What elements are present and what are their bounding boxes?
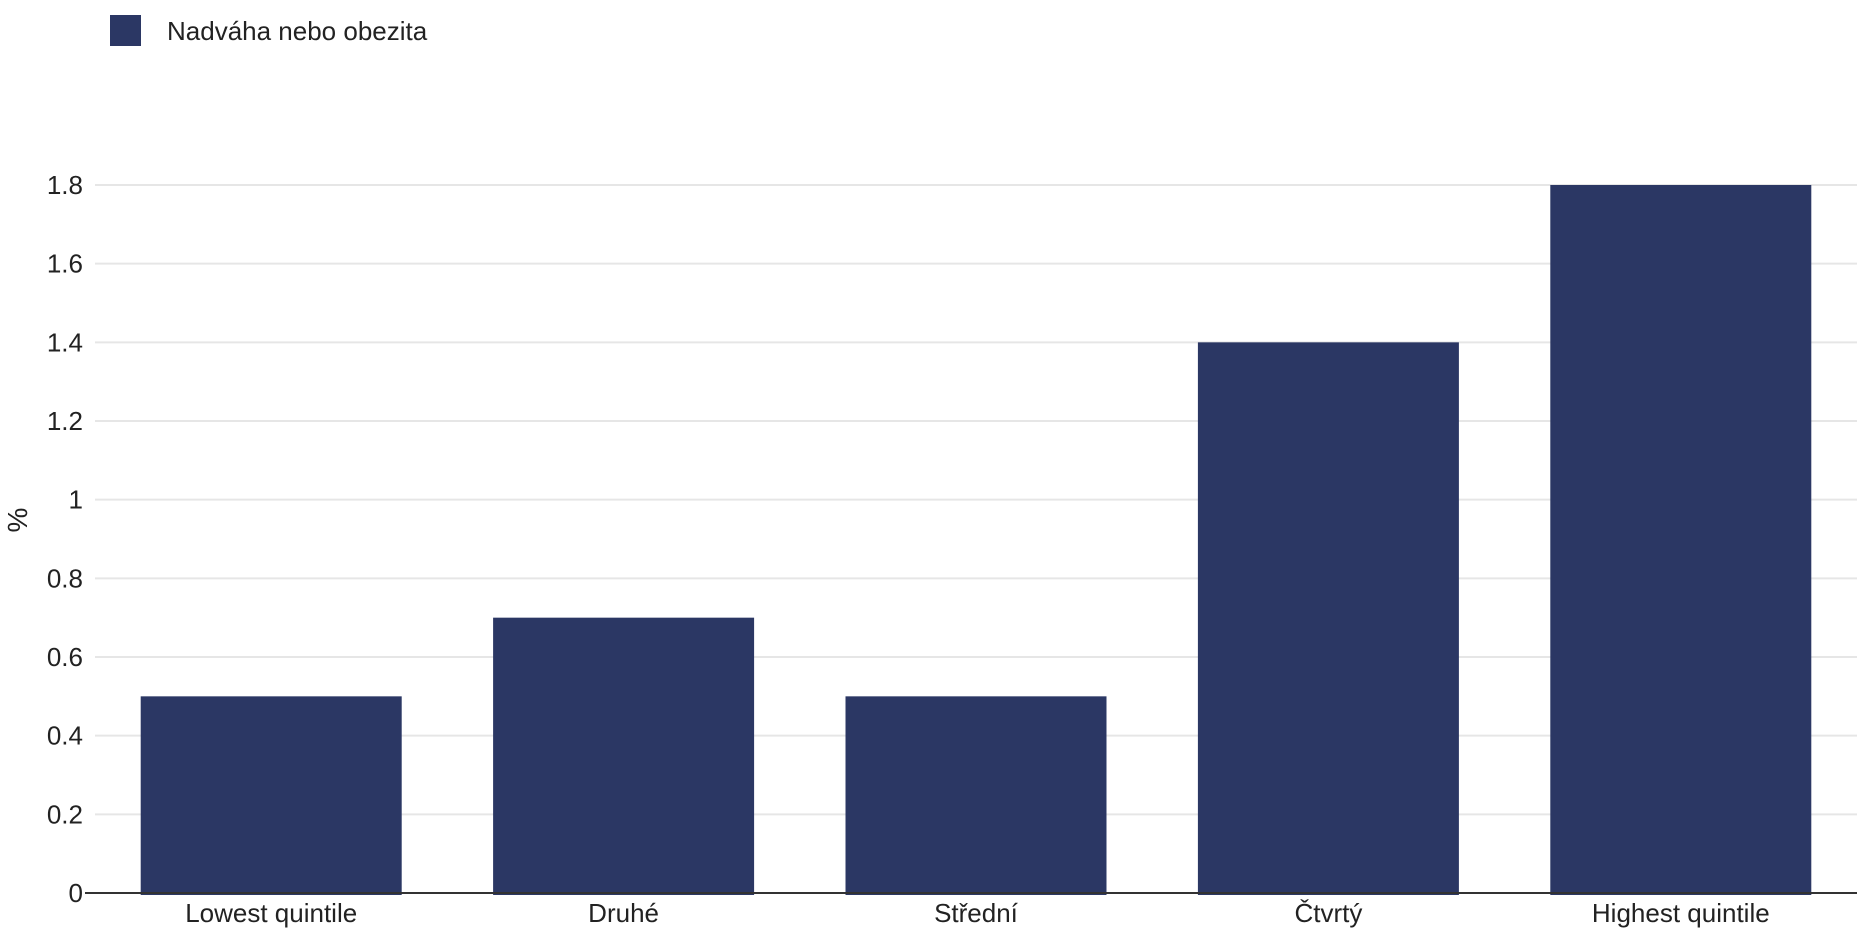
y-tick-label: 0.4 <box>47 721 83 751</box>
bar[interactable] <box>845 696 1107 895</box>
bar[interactable] <box>493 617 755 895</box>
legend-label: Nadváha nebo obezita <box>167 16 428 46</box>
legend-swatch <box>110 15 141 46</box>
bars <box>140 185 1812 895</box>
y-tick-label: 0.6 <box>47 642 83 672</box>
x-tick-label: Highest quintile <box>1592 898 1770 928</box>
legend[interactable]: Nadváha nebo obezita <box>110 15 428 46</box>
y-tick-label: 0.2 <box>47 799 83 829</box>
y-tick-label: 0 <box>69 878 83 908</box>
y-tick-label: 1 <box>69 485 83 515</box>
y-tick-label: 1.2 <box>47 406 83 436</box>
bar[interactable] <box>1550 185 1812 895</box>
x-axis-ticks: Lowest quintile Druhé Střední Čtvrtý Highest… <box>185 898 1769 928</box>
x-tick-label: Střední <box>934 898 1019 928</box>
bar[interactable] <box>140 696 402 895</box>
y-axis-title: % <box>2 508 33 533</box>
y-tick-label: 1.8 <box>47 170 83 200</box>
y-tick-label: 0.8 <box>47 563 83 593</box>
x-tick-label: Lowest quintile <box>185 898 357 928</box>
y-axis-ticks: 0 0.2 0.4 0.6 0.8 1 1.2 1.4 1.6 1.8 <box>47 170 83 908</box>
x-tick-label: Druhé <box>588 898 659 928</box>
bar[interactable] <box>1197 342 1459 895</box>
x-tick-label: Čtvrtý <box>1294 898 1362 928</box>
y-tick-label: 1.6 <box>47 249 83 279</box>
y-tick-label: 1.4 <box>47 327 83 357</box>
